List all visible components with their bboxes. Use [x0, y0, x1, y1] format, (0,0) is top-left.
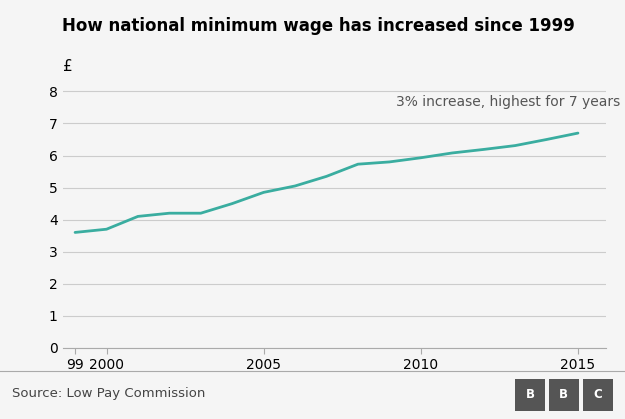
Text: B: B — [526, 388, 534, 401]
Text: C: C — [593, 388, 602, 401]
Text: 3% increase, highest for 7 years: 3% increase, highest for 7 years — [396, 95, 620, 109]
Text: B: B — [559, 388, 568, 401]
Text: £: £ — [62, 59, 72, 74]
Text: How national minimum wage has increased since 1999: How national minimum wage has increased … — [62, 17, 576, 35]
Text: Source: Low Pay Commission: Source: Low Pay Commission — [12, 387, 206, 401]
